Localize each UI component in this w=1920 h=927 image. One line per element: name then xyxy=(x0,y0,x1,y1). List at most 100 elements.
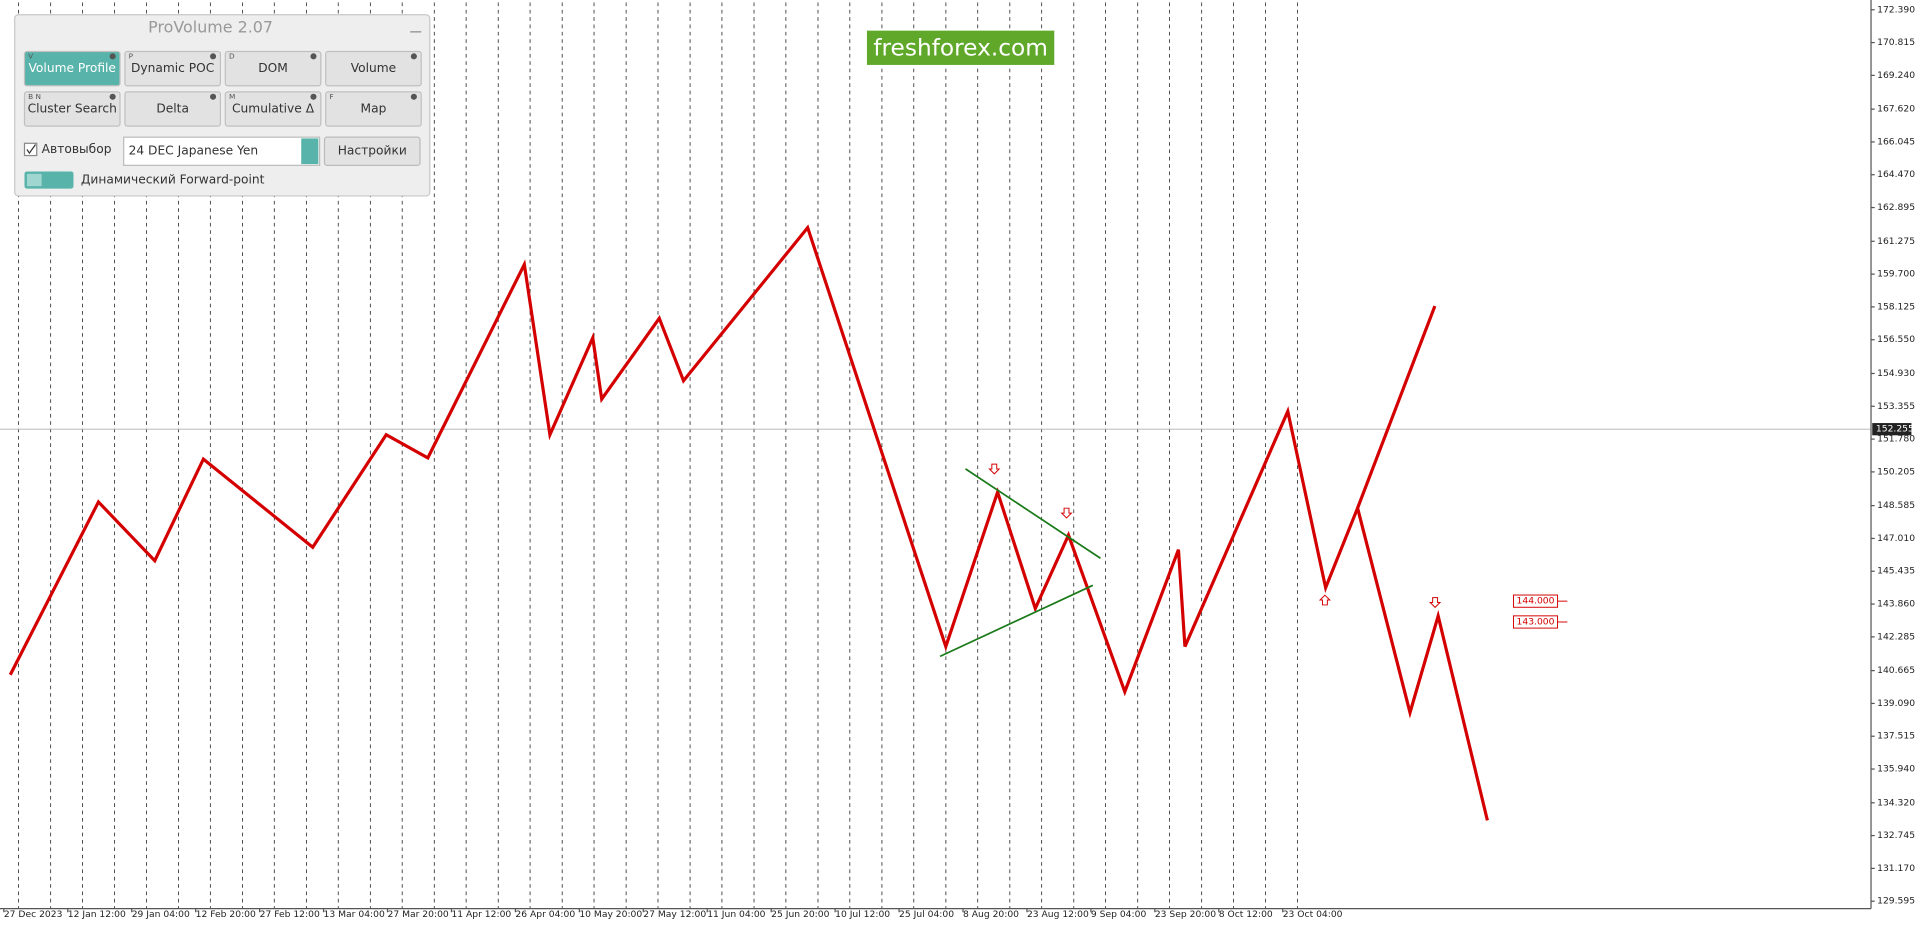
y-tick-label: 151.780 xyxy=(1877,434,1915,445)
select-spinner[interactable] xyxy=(301,138,319,165)
y-tick-label: 164.470 xyxy=(1877,169,1915,180)
x-tick-label: 23 Sep 20:00 xyxy=(1155,909,1216,920)
instrument: 24 DEC Japanese Yen xyxy=(129,144,259,158)
hotkey: B N xyxy=(28,92,41,101)
x-tick-label: 12 Feb 20:00 xyxy=(196,909,256,920)
x-tick-label: 11 Apr 12:00 xyxy=(451,909,511,920)
y-tick-label: 129.595 xyxy=(1877,896,1915,907)
y-tick-label: 140.665 xyxy=(1877,665,1915,676)
y-tick-label: 137.515 xyxy=(1877,731,1915,742)
y-tick-label: 145.435 xyxy=(1877,566,1915,577)
x-tick-label: 25 Jul 04:00 xyxy=(899,909,954,920)
y-tick-label: 143.860 xyxy=(1877,599,1915,610)
hotkey: V xyxy=(28,51,33,60)
gear-icon xyxy=(410,93,417,100)
x-tick-label: 25 Jun 20:00 xyxy=(771,909,829,920)
gear-icon xyxy=(310,53,317,60)
settings-button[interactable] xyxy=(323,136,421,166)
y-tick-label: 134.320 xyxy=(1877,797,1915,808)
x-tick-label: 8 Aug 20:00 xyxy=(963,909,1019,920)
signal-arrows xyxy=(988,463,1442,609)
y-tick-label: 161.275 xyxy=(1877,236,1915,247)
gear-icon xyxy=(210,93,217,100)
tool-label: Cluster Search xyxy=(28,102,117,116)
current-price-box xyxy=(1872,423,1912,436)
tool-button[interactable] xyxy=(124,50,222,87)
hotkey: F xyxy=(329,92,333,101)
watermark: freshforex.com xyxy=(873,35,1048,62)
x-tick-label: 13 Mar 04:00 xyxy=(324,909,385,920)
tool-label: Volume Profile xyxy=(29,61,116,75)
x-tick-label: 23 Aug 12:00 xyxy=(1027,909,1089,920)
tool-label: Delta xyxy=(156,102,189,116)
gear-icon xyxy=(410,53,417,60)
gear-icon xyxy=(109,93,116,100)
level-label: 144.000 xyxy=(1517,596,1555,607)
series-line xyxy=(1356,305,1437,509)
y-tick-label: 135.940 xyxy=(1877,764,1915,775)
x-tick-label: 12 Jan 12:00 xyxy=(68,909,126,920)
x-tick-label: 9 Sep 04:00 xyxy=(1091,909,1147,920)
y-tick-label: 131.170 xyxy=(1877,863,1915,874)
hotkey: M xyxy=(229,92,235,101)
level-label: 143.000 xyxy=(1517,616,1555,627)
x-tick-label: 23 Oct 04:00 xyxy=(1283,909,1343,920)
watermark-box xyxy=(866,30,1055,65)
x-tick-label: 27 May 12:00 xyxy=(643,909,706,920)
y-tick-label: 153.355 xyxy=(1877,401,1915,412)
tool-button[interactable] xyxy=(23,91,121,127)
tool-button[interactable] xyxy=(124,91,222,127)
tool-button[interactable] xyxy=(325,50,422,87)
tool-button[interactable] xyxy=(23,50,121,87)
y-tick-label: 150.205 xyxy=(1877,466,1915,477)
gear-icon xyxy=(310,93,317,100)
x-tick-label: 29 Jan 04:00 xyxy=(132,909,190,920)
y-tick-label: 132.745 xyxy=(1877,830,1915,841)
toggle-knob xyxy=(26,173,42,187)
y-tick-label: 148.585 xyxy=(1877,500,1915,511)
y-tick-label: 172.390 xyxy=(1877,4,1915,15)
y-tick-label: 159.700 xyxy=(1877,269,1915,280)
x-tick-label: 10 Jul 12:00 xyxy=(835,909,890,920)
y-tick-label: 139.090 xyxy=(1877,698,1915,709)
y-tick-label: 166.045 xyxy=(1877,136,1915,147)
y-tick-label: 147.010 xyxy=(1877,533,1915,544)
tool-button[interactable] xyxy=(224,50,322,87)
y-tick-label: 170.815 xyxy=(1877,37,1915,48)
y-tick-label: 158.125 xyxy=(1877,301,1915,312)
hotkey: D xyxy=(229,51,235,60)
panel-title: ProVolume 2.07 xyxy=(148,18,273,37)
gear-icon xyxy=(210,53,217,60)
y-tick-label: 156.550 xyxy=(1877,334,1915,345)
series-line xyxy=(8,224,1489,821)
provolume-panel: ProVolume 2.07 Автовыбор 24 DEC Japanese… xyxy=(14,14,431,197)
toggle-label: Динамический Forward-point xyxy=(81,173,265,187)
checkbox-label: Автовыбор xyxy=(42,142,112,156)
x-tick-label: 26 Apr 04:00 xyxy=(515,909,575,920)
y-tick-label: 142.285 xyxy=(1877,631,1915,642)
tool-label: DOM xyxy=(258,61,288,75)
tool-button[interactable] xyxy=(224,91,322,127)
series-line xyxy=(939,584,1094,658)
x-tick-label: 10 May 20:00 xyxy=(579,909,642,920)
x-tick-label: 11 Jun 04:00 xyxy=(707,909,765,920)
level-box xyxy=(1512,615,1559,629)
settings-label: Настройки xyxy=(338,144,407,158)
series-line xyxy=(965,468,1101,559)
y-tick-label: 162.895 xyxy=(1877,202,1915,213)
current-price-label: 152.255 xyxy=(1876,424,1914,435)
tool-label: Dynamic POC xyxy=(131,61,214,75)
instrument-select[interactable] xyxy=(123,136,321,166)
x-tick-label: 8 Oct 12:00 xyxy=(1219,909,1273,920)
y-tick-label: 169.240 xyxy=(1877,70,1915,81)
gear-icon xyxy=(109,53,116,60)
tool-label: Volume xyxy=(351,61,397,75)
x-tick-label: 27 Mar 20:00 xyxy=(388,909,449,920)
tool-label: Cumulative Δ xyxy=(232,102,315,116)
tool-button[interactable] xyxy=(325,91,422,127)
tool-label: Map xyxy=(361,102,387,116)
level-box xyxy=(1512,594,1559,608)
y-tick-label: 154.930 xyxy=(1877,368,1915,379)
y-tick-label: 167.620 xyxy=(1877,104,1915,115)
